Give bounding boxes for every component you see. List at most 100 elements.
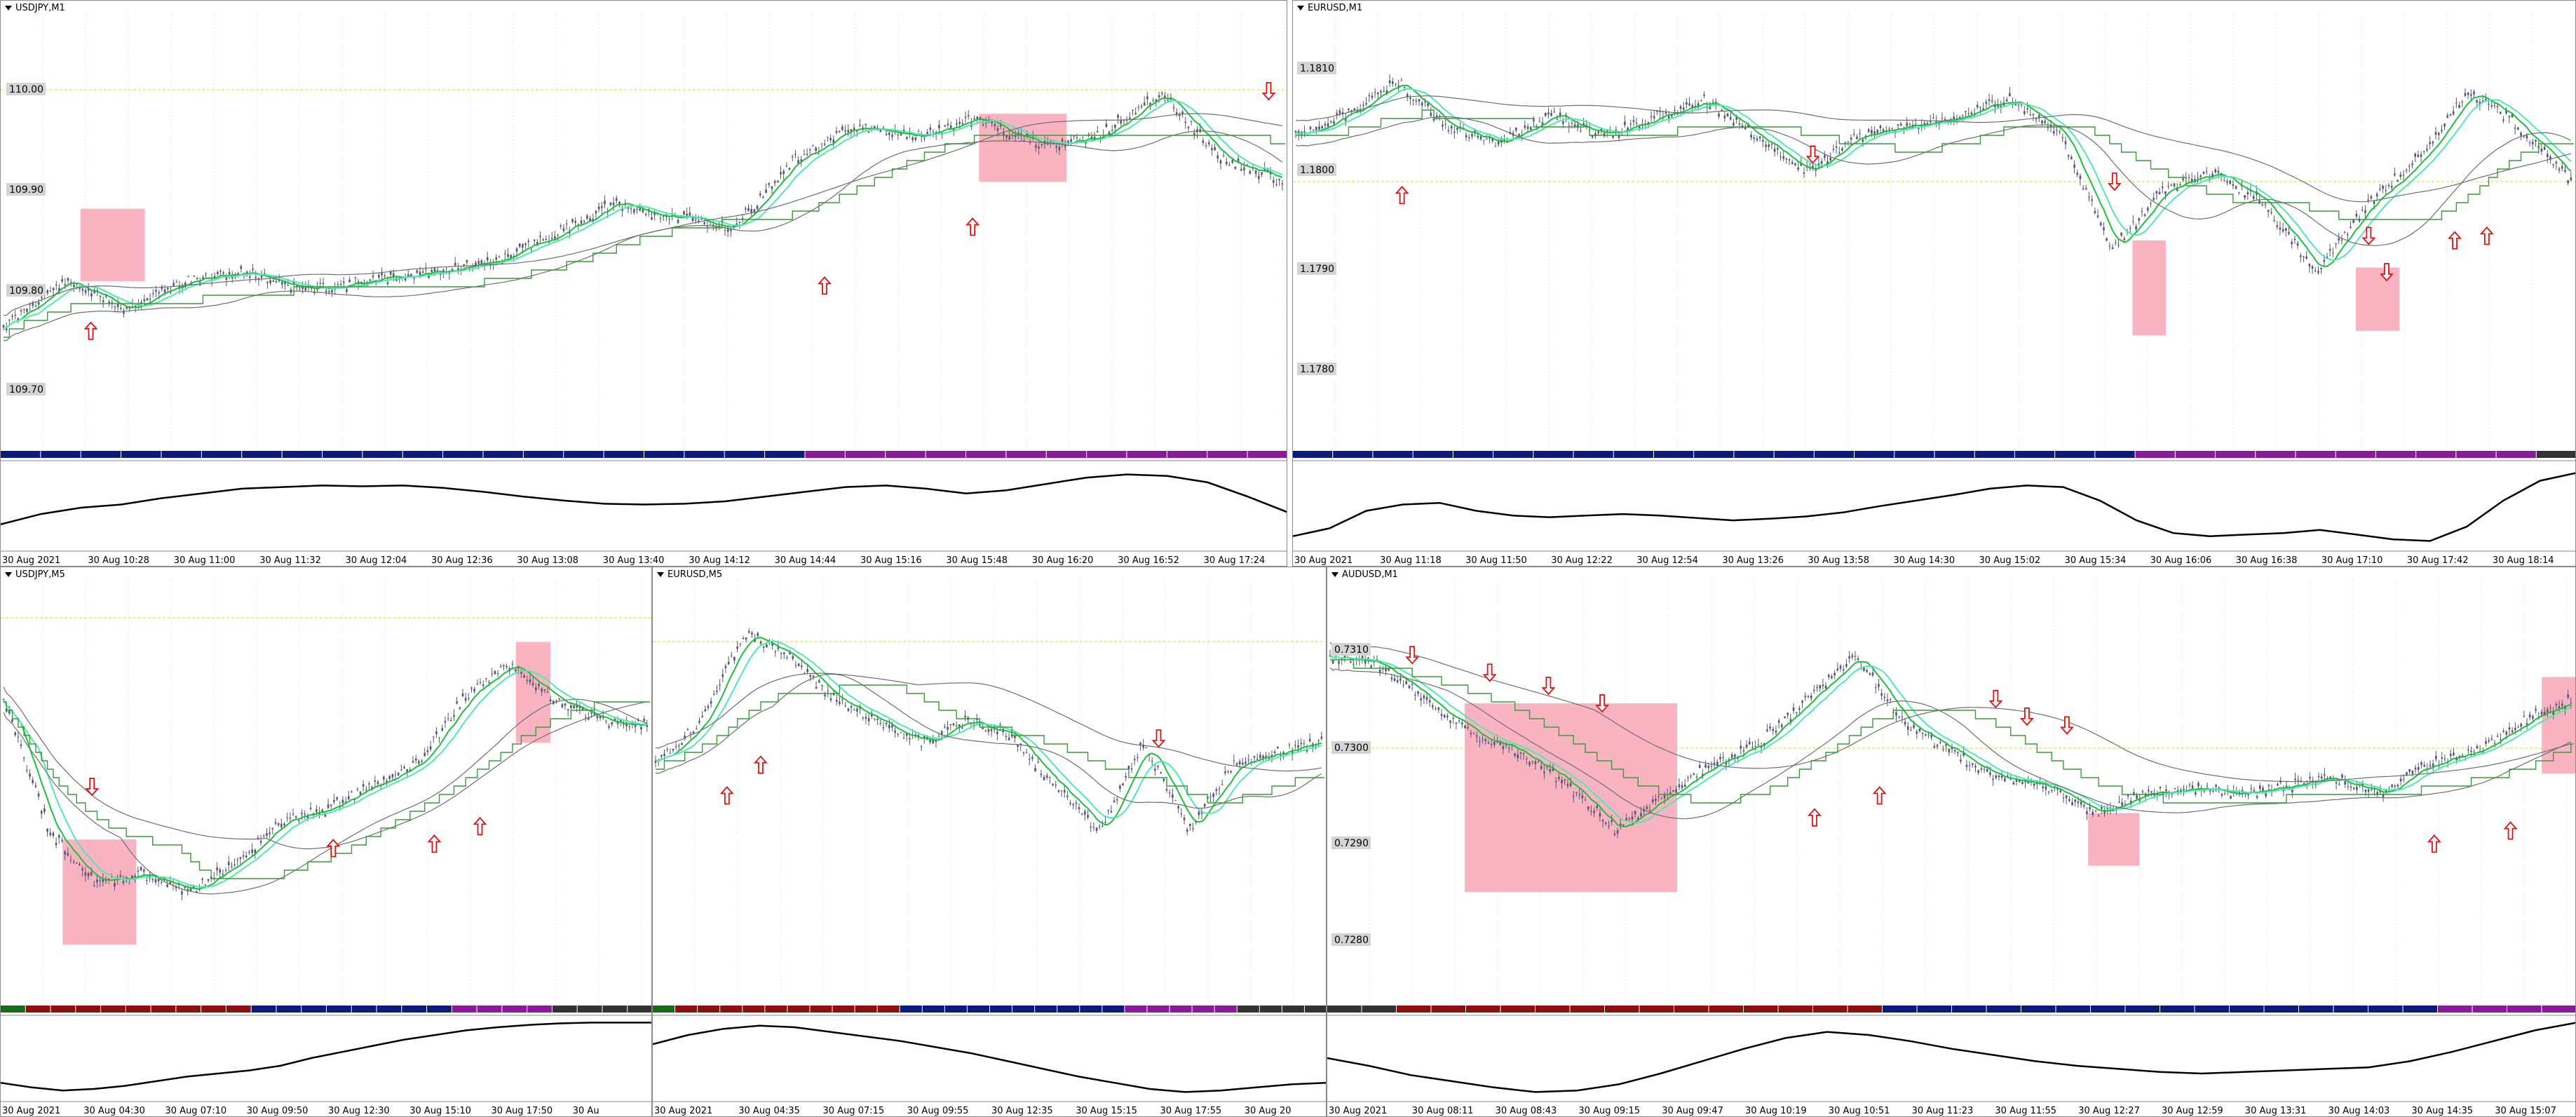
candle-body: [216, 867, 218, 871]
candle-body: [2552, 163, 2554, 165]
candle-body: [202, 277, 204, 279]
candle-body: [1367, 657, 1369, 659]
candle-body: [1953, 116, 1955, 119]
candle-body: [1491, 138, 1494, 142]
candle-body: [1895, 712, 1897, 716]
candle-body: [2150, 791, 2153, 793]
price-chart[interactable]: 30 Aug 2021 30 Aug 04:35 30 Aug 07:15 30 Au…: [653, 567, 1327, 1117]
candle-body: [2453, 752, 2455, 756]
candle-body: [1702, 773, 1704, 777]
candle-body: [2262, 787, 2264, 792]
candle-body: [1076, 137, 1078, 139]
candle-body: [161, 286, 163, 290]
collapse-triangle-icon[interactable]: [1331, 572, 1338, 577]
candle-body: [134, 876, 137, 879]
price-chart[interactable]: 30 Aug 2021 30 Aug 04:30 30 Aug 07:10 30 Au…: [1, 567, 652, 1117]
session-cell: [1304, 1006, 1326, 1013]
session-cell: [1613, 451, 1653, 458]
candle-body: [2077, 801, 2080, 804]
candle-body: [2291, 241, 2293, 245]
candle-body: [296, 285, 298, 287]
candle-body: [1982, 108, 1984, 110]
candle-body: [923, 138, 926, 140]
time-axis-label: 30 Aug 11:32: [259, 555, 321, 566]
candle-body: [1344, 118, 1347, 121]
candle-body: [1569, 783, 1572, 786]
candle-body: [634, 725, 637, 728]
collapse-triangle-icon[interactable]: [5, 572, 12, 577]
session-cell: [1247, 451, 1287, 458]
candle-body: [2479, 101, 2481, 105]
candle-body: [1058, 147, 1061, 151]
candle-body: [1580, 131, 1582, 133]
chart-window-usdjpy-m1[interactable]: USDJPY,M1 110.00 109.90 109.80 109.70 30 Aug…: [0, 0, 1287, 567]
candle-body: [1219, 160, 1222, 164]
candle-body: [143, 299, 146, 302]
time-axis-label: 30 Aug 18:14: [2493, 555, 2554, 566]
price-label: 1.1780: [1297, 363, 1336, 375]
candle-body: [1098, 826, 1101, 827]
session-cell: [900, 1006, 922, 1013]
candle-body: [1497, 141, 1500, 145]
candle-body: [1084, 811, 1086, 815]
candle-body: [719, 684, 721, 686]
candle-body: [1789, 719, 1792, 722]
session-cell: [1333, 451, 1373, 458]
candle-body: [1628, 818, 1631, 819]
candle-body: [301, 287, 304, 290]
collapse-triangle-icon[interactable]: [657, 572, 664, 577]
candle-body: [1974, 766, 1977, 768]
candle-body: [762, 196, 764, 198]
session-cell: [1814, 451, 1855, 458]
candle-body: [947, 123, 949, 126]
candle-body: [835, 131, 838, 133]
session-cell: [161, 451, 201, 458]
candle-body: [1663, 794, 1666, 799]
candle-body: [839, 701, 841, 704]
chart-window-eurusd-m5[interactable]: EURUSD,M5 30 Aug 2021 30 Aug 04:35 30 Aug …: [652, 567, 1327, 1117]
candle-body: [485, 678, 487, 679]
candle-body: [2300, 780, 2303, 782]
candle-body: [175, 886, 177, 888]
candle-body: [2467, 92, 2469, 95]
candle-body: [457, 268, 459, 271]
session-cell: [628, 1006, 651, 1013]
candle-body: [2344, 781, 2346, 785]
chart-window-eurusd-m1[interactable]: EURUSD,M1 1.1810 1.1800 1.1790 1.1780 30 Aug…: [1292, 0, 2576, 567]
candle-body: [479, 682, 482, 683]
candle-body: [1798, 708, 1801, 710]
session-cell: [552, 1006, 577, 1013]
candle-body: [1403, 87, 1406, 88]
candle-body: [1415, 100, 1418, 102]
candle-body: [1383, 90, 1385, 92]
candle-body: [2361, 783, 2364, 786]
collapse-triangle-icon[interactable]: [5, 6, 12, 11]
candle-body: [309, 807, 312, 809]
candle-body: [1803, 172, 1805, 174]
candle-body: [1423, 695, 1425, 698]
candle-body: [1280, 755, 1282, 757]
candle-body: [2120, 232, 2122, 236]
candle-body: [461, 693, 464, 696]
candle-body: [87, 873, 90, 876]
candle-body: [1517, 754, 1519, 759]
session-cell: [2472, 1006, 2507, 1013]
chart-window-usdjpy-m5[interactable]: USDJPY,M5 30 Aug 2021 30 Aug 04:30 30 Aug …: [0, 567, 652, 1117]
arrow-up-icon: [719, 786, 734, 805]
candle-body: [263, 273, 266, 274]
candle-body: [463, 264, 466, 266]
chart-window-audusd-m1[interactable]: AUDUSD,M1 0.7310 0.7300 0.7290 0.7280 30 Aug…: [1327, 567, 2576, 1117]
candle-body: [2422, 151, 2425, 152]
candle-body: [800, 665, 803, 668]
collapse-triangle-icon[interactable]: [1297, 6, 1304, 11]
ma-slow-line-2: [1329, 642, 2571, 783]
candle-body: [1880, 693, 1883, 696]
price-label-text: 0.7290: [1334, 838, 1369, 849]
session-cell: [1102, 1006, 1125, 1013]
candle-body: [1932, 117, 1934, 119]
candle-body: [1189, 823, 1191, 827]
candle-body: [2317, 271, 2319, 273]
